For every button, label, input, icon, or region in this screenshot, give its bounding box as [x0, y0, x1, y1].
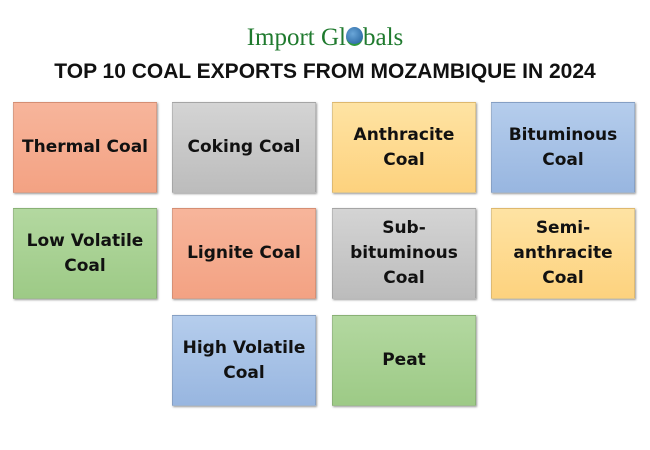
- item-bituminous-coal: Bituminous Coal: [491, 102, 635, 193]
- item-peat: Peat: [332, 315, 476, 406]
- item-coking-coal: Coking Coal: [172, 102, 316, 193]
- globe-icon: [346, 27, 363, 46]
- page-title: TOP 10 COAL EXPORTS FROM MOZAMBIQUE IN 2…: [54, 60, 596, 83]
- item-anthracite-coal: Anthracite Coal: [332, 102, 476, 193]
- item-thermal-coal: Thermal Coal: [13, 102, 157, 193]
- item-high-volatile-coal: High Volatile Coal: [172, 315, 316, 406]
- item-lignite-coal: Lignite Coal: [172, 208, 316, 299]
- item-semi-anthracite-coal: Semi-anthracite Coal: [491, 208, 635, 299]
- import-globals-logo: Import Gl bals: [246, 24, 404, 51]
- item-sub-bituminous-coal: Sub-bituminous Coal: [332, 208, 476, 299]
- item-low-volatile-coal: Low Volatile Coal: [13, 208, 157, 299]
